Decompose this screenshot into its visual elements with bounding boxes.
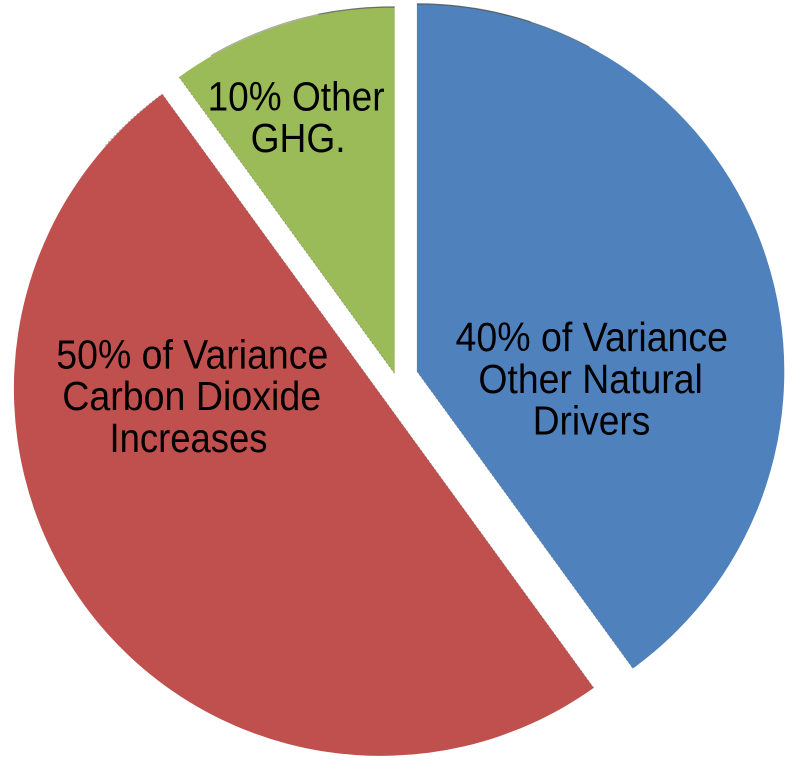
svg-text:GHG.: GHG. <box>251 115 346 161</box>
svg-text:Carbon Dioxide: Carbon Dioxide <box>62 373 321 419</box>
svg-text:Drivers: Drivers <box>533 397 651 443</box>
svg-text:10% Other: 10% Other <box>208 74 385 120</box>
svg-text:Increases: Increases <box>110 415 268 461</box>
svg-text:40% of Variance: 40% of Variance <box>456 314 729 360</box>
svg-text:Other Natural: Other Natural <box>478 356 703 402</box>
svg-text:50% of Variance: 50% of Variance <box>56 332 328 378</box>
